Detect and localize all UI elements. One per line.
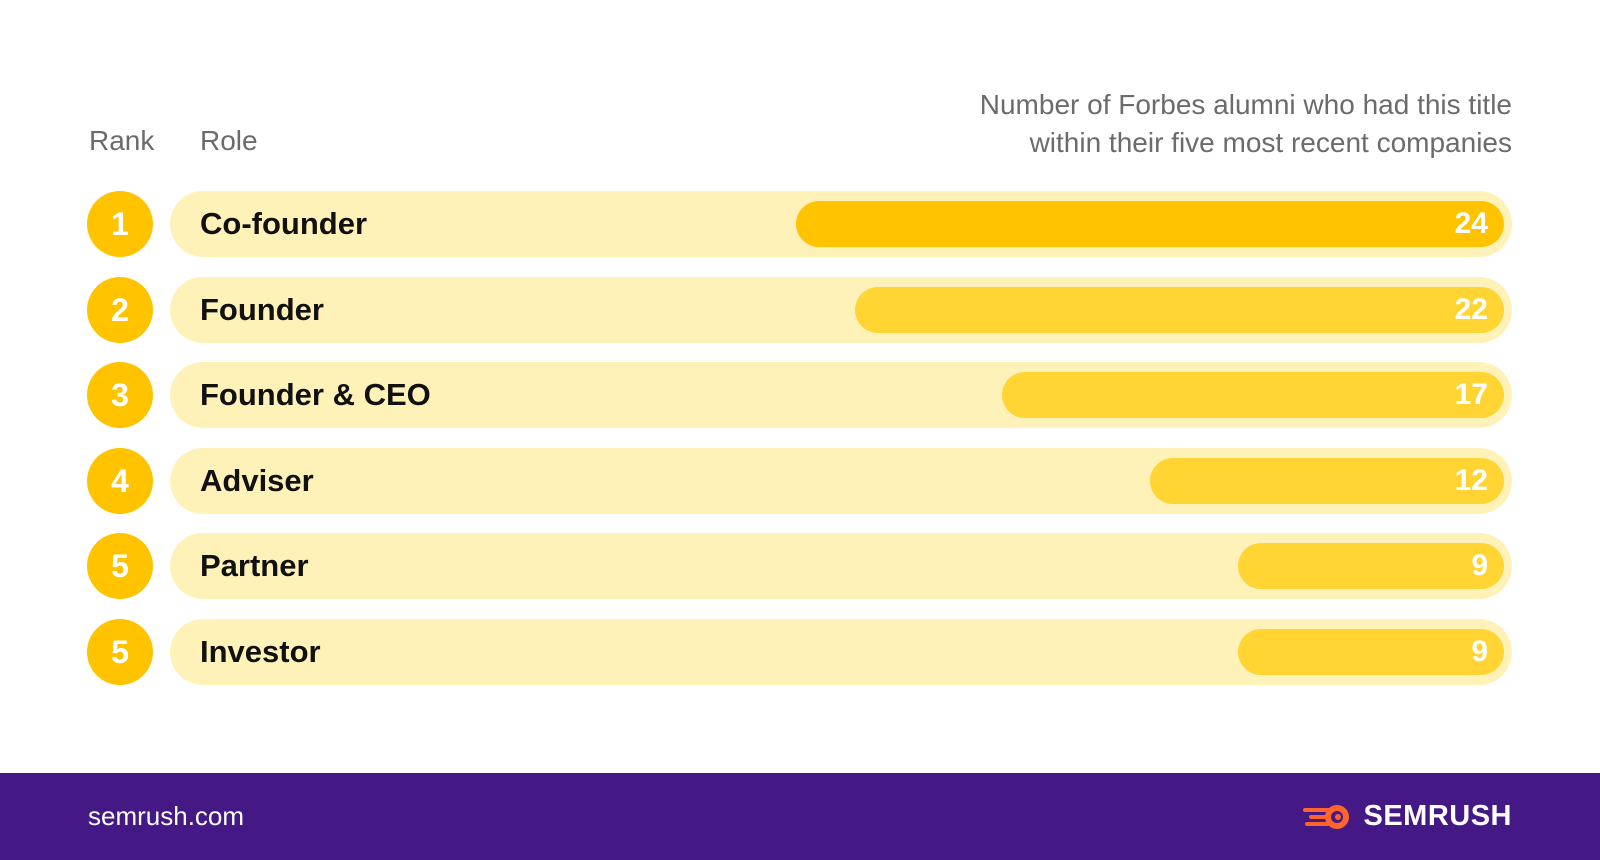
bar-value-label: 9 xyxy=(1471,635,1488,668)
rank-circle: 5 xyxy=(87,619,153,685)
bar xyxy=(1002,372,1504,418)
role-label: Partner xyxy=(200,548,309,583)
role-label: Investor xyxy=(200,634,321,669)
role-label: Adviser xyxy=(200,463,314,498)
role-label: Founder & CEO xyxy=(200,377,431,412)
metric-header-line-1: Number of Forbes alumni who had this tit… xyxy=(979,89,1512,120)
footer: semrush.com SEMRUSH xyxy=(0,773,1600,860)
footer-site-link[interactable]: semrush.com xyxy=(88,801,245,831)
metric-header-line-2: within their five most recent companies xyxy=(1029,127,1512,158)
bar-value-label: 12 xyxy=(1454,464,1488,497)
rank-circle: 1 xyxy=(87,191,153,257)
bar xyxy=(1150,458,1504,504)
brand-logo: SEMRUSH xyxy=(1303,773,1512,860)
bar-value-label: 22 xyxy=(1454,293,1488,326)
bar xyxy=(1238,629,1504,675)
semrush-fireball-icon xyxy=(1303,804,1350,829)
rank-circle: 4 xyxy=(87,448,153,514)
rank-circle: 3 xyxy=(87,362,153,428)
bar-value-label: 24 xyxy=(1454,207,1488,240)
bar xyxy=(1238,543,1504,589)
rank-circle: 2 xyxy=(87,277,153,343)
rank-circle: 5 xyxy=(87,533,153,599)
role-header: Role xyxy=(200,125,258,156)
brand-name: SEMRUSH xyxy=(1363,800,1512,832)
role-label: Co-founder xyxy=(200,206,368,241)
rank-header: Rank xyxy=(89,125,155,156)
bar xyxy=(796,201,1504,247)
fireball-core xyxy=(1335,813,1342,820)
role-label: Founder xyxy=(200,292,324,327)
bar-value-label: 9 xyxy=(1471,549,1488,582)
metric-header: Number of Forbes alumni who had this tit… xyxy=(812,86,1512,162)
bar-chart: 1 Co-founder 24 2 Founder 22 3 Founder & CEO 17 4… xyxy=(87,191,1512,685)
bar-value-label: 17 xyxy=(1454,378,1488,411)
bar xyxy=(855,287,1504,333)
